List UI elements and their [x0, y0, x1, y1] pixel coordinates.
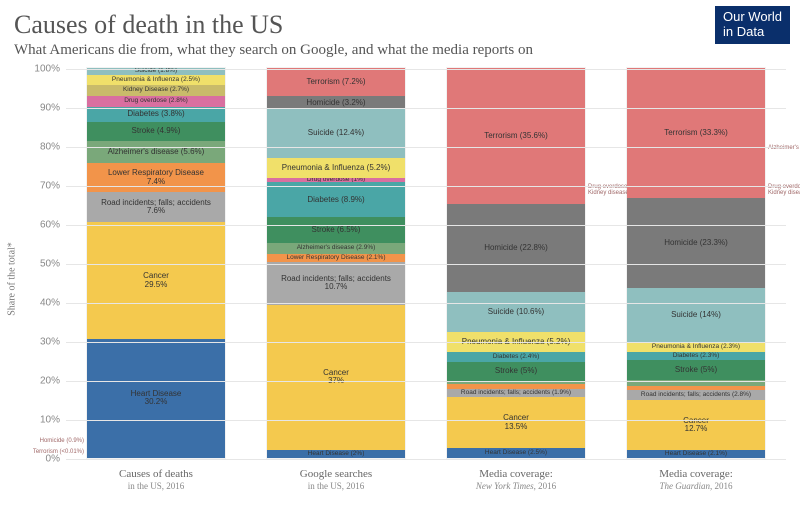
segment-road: Road incidents; falls; accidents 10.7% [267, 262, 405, 304]
x-labels: Causes of deathsin the US, 2016 Google se… [66, 468, 786, 491]
segment-terrorism: Terrorism (35.6%) [447, 68, 585, 204]
segment-cancer: Cancer 12.7% [627, 400, 765, 449]
segment-stroke: Stroke (5%) [447, 362, 585, 381]
chart-title: Causes of death in the US [14, 10, 786, 40]
segment-alzheimer: Alzheimer's disease (5.6%) [87, 141, 225, 163]
chart-area: Heart Disease 30.2%Cancer 29.5%Road inci… [66, 69, 786, 489]
segment-alzheimer: Alzheimer's disease (2.9%) [267, 243, 405, 254]
segment-homicide: Homicide (22.8%) [447, 204, 585, 291]
gridline [66, 342, 786, 343]
segment-road: Road incidents; falls; accidents (1.9%) [447, 389, 585, 396]
gridline [66, 420, 786, 421]
y-tick: 60% [26, 220, 60, 231]
segment-heart_disease: Heart Disease (2.1%) [627, 450, 765, 458]
y-tick: 40% [26, 298, 60, 309]
chart-subtitle: What Americans die from, what they searc… [14, 42, 786, 59]
logo-line2: in Data [723, 25, 782, 40]
segment-heart_disease: Heart Disease (2.5%) [447, 448, 585, 458]
segment-pneumonia: Pneumonia & Influenza (2.3%) [627, 343, 765, 352]
segment-suicide: Suicide (14%) [627, 288, 765, 342]
segment-stroke: Stroke (4.9%) [87, 122, 225, 141]
x-axis-label: Causes of deathsin the US, 2016 [76, 468, 236, 491]
segment-road: Road incidents; falls; accidents 7.6% [87, 192, 225, 222]
x-axis-label: Media coverage:New York Times, 2016 [436, 468, 596, 491]
segment-terrorism: Terrorism (7.2%) [267, 68, 405, 96]
segment-terrorism: Terrorism (33.3%) [627, 68, 765, 197]
segment-kidney: Kidney Disease (2.7%) [87, 85, 225, 96]
segment-suicide: Suicide (12.4%) [267, 109, 405, 158]
side-annotation: Homicide (0.9%) [40, 438, 84, 444]
gridline [66, 147, 786, 148]
segment-heart_disease: Heart Disease 30.2% [87, 339, 225, 458]
segment-stroke: Stroke (6.5%) [267, 217, 405, 243]
y-tick: 100% [26, 64, 60, 75]
segment-cancer: Cancer 37% [267, 305, 405, 451]
segment-diabetes: Diabetes (8.9%) [267, 182, 405, 217]
y-tick: 70% [26, 181, 60, 192]
plot-area: Share of the total* Heart Disease 30.2%C… [14, 69, 786, 489]
segment-stroke: Stroke (5%) [627, 360, 765, 379]
segment-diabetes: Diabetes (2.3%) [627, 352, 765, 361]
segment-heart_disease: Heart Disease (2%) [267, 450, 405, 458]
y-tick: 0% [26, 454, 60, 465]
side-annotation: Alzheimer's disease (1.5%) [768, 145, 800, 151]
y-axis-label: Share of the total* [7, 242, 18, 316]
gridline [66, 303, 786, 304]
segment-cancer: Cancer 29.5% [87, 222, 225, 338]
segment-diabetes: Diabetes (2.4%) [447, 352, 585, 361]
segment-suicide: Suicide (10.6%) [447, 292, 585, 333]
gridline [66, 108, 786, 109]
gridline [66, 225, 786, 226]
logo-line1: Our World [723, 10, 782, 25]
y-tick: 20% [26, 376, 60, 387]
segment-cancer: Cancer 13.5% [447, 397, 585, 449]
segment-lower_resp: Lower Respiratory Disease (2.1%) [267, 254, 405, 262]
gridline [66, 381, 786, 382]
chart-page: Our World in Data Causes of death in the… [0, 0, 800, 528]
segment-pneumonia: Pneumonia & Influenza (2.5%) [87, 75, 225, 85]
x-axis-label: Media coverage:The Guardian, 2016 [616, 468, 776, 491]
y-tick: 30% [26, 337, 60, 348]
gridline [66, 459, 786, 460]
segment-homicide: Homicide (23.3%) [627, 198, 765, 289]
segment-drug_overdose: Drug overdose (2.8%) [87, 96, 225, 107]
owid-logo: Our World in Data [715, 6, 790, 44]
segment-road: Road incidents; falls; accidents (2.8%) [627, 390, 765, 401]
gridline [66, 264, 786, 265]
gridline [66, 186, 786, 187]
gridline [66, 69, 786, 70]
y-tick: 10% [26, 415, 60, 426]
segment-lower_resp: Lower Respiratory Disease 7.4% [87, 163, 225, 192]
x-axis-label: Google searchesin the US, 2016 [256, 468, 416, 491]
y-tick: 90% [26, 103, 60, 114]
y-tick: 80% [26, 142, 60, 153]
y-tick: 50% [26, 259, 60, 270]
segment-pneumonia: Pneumonia & Influenza (5.2%) [267, 158, 405, 178]
